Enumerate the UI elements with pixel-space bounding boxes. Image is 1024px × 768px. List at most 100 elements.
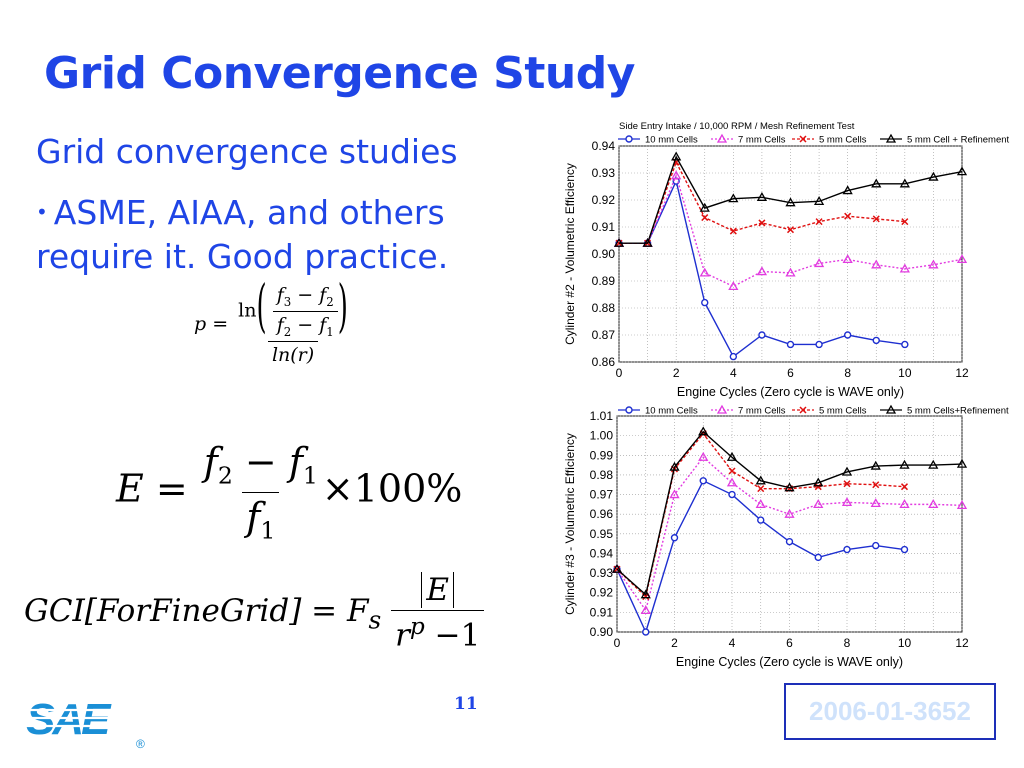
formula-p-lhs: p = (194, 312, 229, 335)
x-tick-label: 0 (614, 636, 621, 650)
x-tick-label: 4 (729, 636, 736, 650)
data-point (901, 340, 909, 349)
data-point (871, 178, 882, 188)
formula-e-den-sub: 1 (260, 516, 276, 545)
data-point (757, 485, 765, 493)
chart-cylinder-2: 0.86 0.87 0.88 0.89 0.90 0.91 0.92 0.93 0.94 0 2 4 6… (563, 121, 1010, 399)
x-tick-label: 8 (844, 366, 851, 380)
y-axis-label: Cylinder #3 - Volumetric Efficiency (563, 433, 577, 615)
data-point (814, 553, 822, 562)
data-point (956, 254, 968, 264)
data-point (842, 254, 853, 264)
data-point (815, 218, 823, 226)
slide-subtitle: Grid convergence studies (36, 132, 458, 171)
y-tick-label: 0.88 (592, 301, 616, 315)
y-tick-label: 0.93 (590, 566, 614, 580)
formula-gci: GCI[ForFineGrid] = Fs E rp −1 (24, 572, 485, 654)
y-tick-label: 0.95 (590, 527, 614, 541)
formula-gci-abs-e: E (421, 572, 455, 608)
legend-marker (716, 133, 728, 143)
data-point (699, 202, 710, 212)
data-point (785, 537, 794, 546)
sae-logo-text: SAE (26, 695, 112, 744)
x-tick-label: 12 (955, 366, 969, 380)
bullet-icon: • (36, 200, 48, 224)
data-point (843, 480, 851, 488)
sae-logo: SAE ® (24, 695, 145, 750)
data-point (841, 497, 853, 507)
formula-error: E = f2 − f1 f1 ×100% (116, 440, 462, 544)
x-tick-label: 8 (844, 636, 851, 650)
y-tick-label: 0.90 (590, 625, 614, 639)
data-point (701, 298, 709, 307)
data-point (813, 196, 825, 205)
data-point (728, 281, 739, 291)
formula-e-sub1: 1 (302, 461, 318, 490)
y-tick-label: 0.99 (590, 448, 614, 462)
formula-order-of-convergence: p = ln( f3 − f2 f2 − f1 ) ln(r) (194, 275, 352, 366)
data-point (870, 498, 881, 508)
data-point (900, 483, 909, 491)
formula-p-f2: f (319, 284, 327, 306)
series-group (611, 426, 968, 599)
series-line (616, 430, 963, 597)
sae-logo-mark: ® (136, 737, 145, 750)
data-point (698, 451, 709, 461)
data-point (815, 340, 823, 349)
y-tick-label: 0.91 (590, 605, 614, 619)
legend-label: 5 mm Cells (819, 135, 867, 146)
data-point (756, 191, 768, 201)
legend-marker (885, 133, 897, 143)
formula-gci-tail: −1 (424, 617, 481, 654)
data-point (813, 477, 824, 487)
formula-gci-fraction: E rp −1 (391, 572, 485, 654)
legend-label: 5 mm Cells+Refinement (907, 406, 1009, 417)
data-point (784, 508, 795, 518)
x-tick-label: 10 (898, 366, 912, 380)
data-point (900, 545, 909, 554)
formula-gci-numerator: E (417, 572, 458, 610)
data-point (669, 461, 680, 471)
formula-p-f2b: f (276, 313, 284, 336)
data-point (814, 483, 822, 491)
formula-p-sub2: 2 (326, 294, 334, 309)
series-line (619, 160, 905, 244)
series-line (616, 456, 963, 613)
data-point (901, 218, 909, 226)
data-point (756, 266, 768, 276)
data-point (701, 214, 709, 222)
formula-e-sub2: 2 (217, 461, 233, 490)
data-point (928, 499, 939, 509)
legend-label: 10 mm Cells (645, 406, 698, 417)
page-number: 11 (454, 694, 478, 714)
data-point (642, 628, 650, 636)
formula-p-ln: ln (238, 299, 257, 322)
data-point (729, 352, 738, 361)
formula-gci-fs-sub: s (368, 605, 382, 635)
formula-e-numerator: f2 − f1 (200, 440, 322, 492)
legend-label: 7 mm Cells (738, 135, 786, 146)
formula-p-sub3: 3 (283, 294, 292, 309)
formula-p-fraction: ln( f3 − f2 f2 − f1 ) ln(r) (234, 275, 352, 366)
formula-e-denominator: f1 (242, 491, 280, 545)
data-point (728, 490, 736, 499)
legend-label: 10 mm Cells (645, 135, 698, 146)
series-line (619, 173, 963, 288)
formula-e-lhs: E = (116, 466, 188, 511)
y-tick-label: 0.89 (592, 274, 616, 288)
x-tick-label: 6 (787, 366, 794, 380)
legend-marker (799, 406, 807, 414)
data-point (729, 227, 737, 235)
paper-id: 2006-01-3652 (809, 696, 971, 726)
chart-cylinder-3: 0.90 0.91 0.92 0.93 0.94 0.95 0.96 0.97 0.98 0.99… (563, 404, 1009, 669)
formula-e-minus: − (232, 440, 289, 484)
data-point (785, 197, 796, 207)
y-tick-label: 1.01 (590, 409, 614, 423)
data-point (642, 237, 653, 247)
legend-marker (799, 135, 807, 143)
formula-p-sub1: 1 (326, 324, 334, 339)
formula-p-denominator: ln(r) (267, 340, 319, 366)
data-point (872, 481, 880, 489)
data-point (640, 605, 651, 615)
y-tick-label: 0.93 (592, 166, 616, 180)
